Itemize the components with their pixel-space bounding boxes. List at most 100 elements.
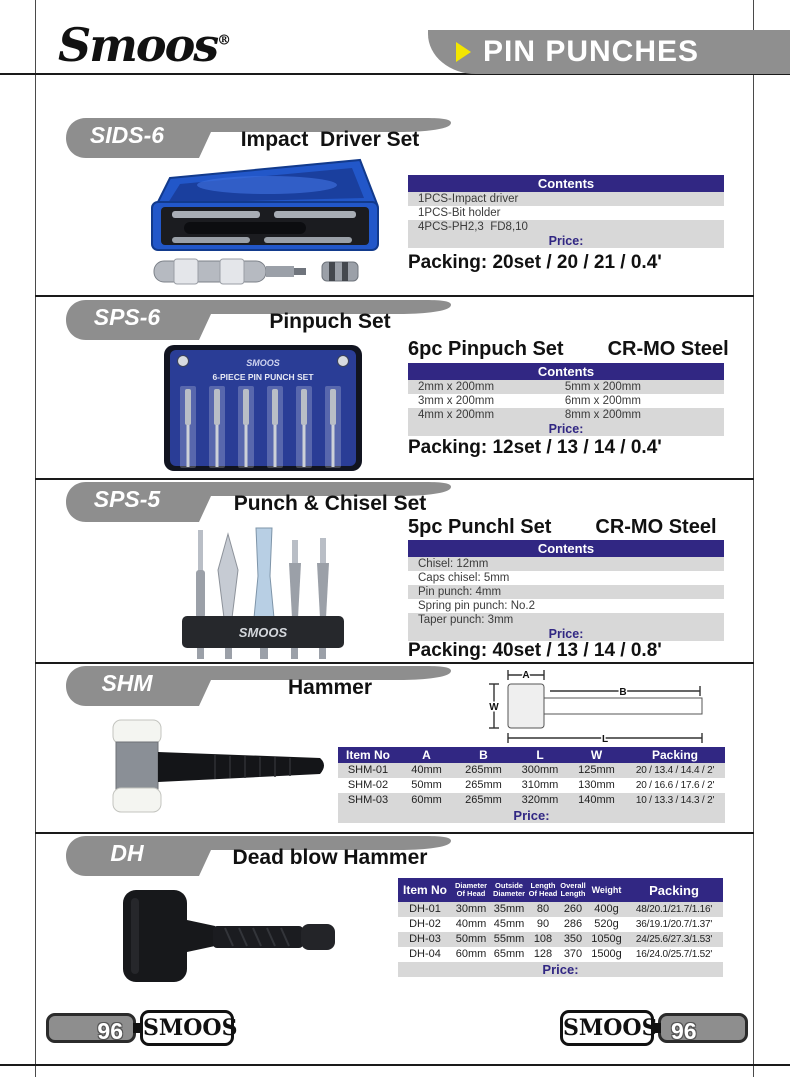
column-header-line2: Diameter <box>492 889 526 898</box>
contents-row: 1PCS-Impact driver <box>408 192 724 206</box>
contents-header: Contents <box>408 540 724 557</box>
pouch-brand-text: SMOOS <box>246 358 280 368</box>
contents-row: 2mm x 200mm 5mm x 200mm <box>408 380 724 394</box>
section-code: SIDS-6 <box>89 122 165 148</box>
column-header: Length <box>530 881 556 890</box>
head-length: 108 <box>533 933 553 945</box>
footer-rule <box>0 1064 790 1066</box>
product-image-pin-punch-pouch: SMOOS 6-PIECE PIN PUNCH SET <box>164 345 362 471</box>
overall-length: 350 <box>563 933 583 945</box>
dim-label-a: A <box>522 670 529 681</box>
section-code: DH <box>110 840 144 866</box>
packing-info: Packing: 12set / 13 / 14 / 0.4' <box>408 437 662 458</box>
section-title: Punch & Chisel Set <box>233 492 427 515</box>
holder-brand-text: SMOOS <box>239 625 288 640</box>
column-header: Item No <box>345 747 390 762</box>
footer-left-mark: 96 SMOOS <box>46 1010 237 1046</box>
product-image-dead-blow-hammer <box>123 890 335 982</box>
section-badge-sids6: SIDS-6 Impact Driver Set <box>66 118 464 158</box>
column-header: Outside <box>495 881 523 890</box>
contents-header: Contents <box>408 175 724 192</box>
registered-mark: ® <box>217 32 232 49</box>
item-no: SHM-02 <box>347 779 389 791</box>
column-header: Weight <box>591 884 622 895</box>
contents-table-sps6: Contents 2mm x 200mm 5mm x 200mm 3mm x 2… <box>408 363 724 436</box>
head-diameter: 40mm <box>455 918 487 930</box>
dim-w: 130mm <box>578 779 615 791</box>
dim-w: 140mm <box>578 794 615 806</box>
badge-swoosh-shape <box>66 836 451 876</box>
outside-diameter: 65mm <box>493 948 525 960</box>
dim-label-w: W <box>489 702 499 713</box>
price-row: Price: <box>338 808 725 823</box>
table-header-row: Item No Diameter Of Head Outside Diameter … <box>398 878 723 902</box>
product-image-nylon-hammer <box>112 719 324 813</box>
spec-table-shm: Item No A B L W Packing SHM-01 40mm 265m… <box>338 747 725 823</box>
arrow-icon <box>456 42 471 62</box>
contents-row: Caps chisel: 5mm <box>418 572 510 584</box>
head-length: 128 <box>533 948 553 960</box>
table-row: SHM-02 50mm 265mm 310mm 130mm 20 / 16.6 … <box>338 778 725 793</box>
section-divider <box>35 478 754 480</box>
hammer-dimension-diagram: A B W L <box>488 669 703 746</box>
dim-b: 265mm <box>465 779 502 791</box>
section-code: SPS-6 <box>93 304 161 330</box>
overall-length: 260 <box>563 903 583 915</box>
contents-table-sids6: Contents 1PCS-Impact driver 1PCS-Bit hol… <box>408 175 724 248</box>
item-no: SHM-03 <box>347 794 389 806</box>
item-no: DH-02 <box>409 918 441 930</box>
contents-header: Contents <box>408 363 724 380</box>
contents-row: Pin punch: 4mm <box>408 585 724 599</box>
header-rule <box>0 73 790 75</box>
column-header: Diameter <box>454 881 488 890</box>
dim-b: 265mm <box>465 764 502 776</box>
price-row: Price: <box>408 627 724 641</box>
right-frame-line <box>753 0 754 1077</box>
product-name: 5pc Punchl Set <box>408 516 552 538</box>
section-title: Hammer <box>287 676 373 699</box>
contents-cell: 6mm x 200mm <box>564 395 641 407</box>
item-no: DH-03 <box>409 933 441 945</box>
section-badge-dh: DH Dead blow Hammer <box>66 836 464 876</box>
packing-info: Packing: 40set / 13 / 14 / 0.8' <box>408 640 662 661</box>
footer-right-mark: SMOOS 96 <box>560 1010 748 1046</box>
dim-w: 125mm <box>578 764 615 776</box>
contents-row: 4PCS-PH2,3 FD8,10 <box>408 220 724 234</box>
badge-swoosh-shape <box>66 118 451 158</box>
spec-table-dh: Item No Diameter Of Head Outside Diameter … <box>398 878 723 977</box>
badge-swoosh-shape <box>66 666 451 706</box>
section-badge-sps6: SPS-6 Pinpuch Set <box>66 300 464 340</box>
column-header: B <box>479 747 488 762</box>
packing-value: 16/24.0/25.7/1.52' <box>635 949 713 960</box>
dim-l: 310mm <box>521 779 559 791</box>
left-frame-line <box>35 0 36 1077</box>
section-badge-shm: SHM Hammer <box>66 666 464 706</box>
column-header: Packing <box>649 882 699 898</box>
table-row: DH-02 40mm 45mm 90 286 520g 36/19.1/20.7… <box>398 917 723 932</box>
weight: 520g <box>594 918 619 930</box>
page-number: 96 <box>46 1013 136 1044</box>
brand-logo: Smoos® <box>58 18 231 72</box>
price-row: Price: <box>408 234 724 248</box>
section-code: SPS-5 <box>93 486 161 512</box>
steel-grade: CR-MO Steel <box>595 516 717 538</box>
contents-cell: 5mm x 200mm <box>564 381 641 393</box>
contents-row: 3mm x 200mm 6mm x 200mm <box>408 394 724 408</box>
overall-length: 286 <box>563 918 583 930</box>
column-header: Packing <box>651 747 699 762</box>
dim-a: 40mm <box>411 764 442 776</box>
footer-brand: SMOOS <box>560 1010 657 1046</box>
column-header: L <box>536 747 544 762</box>
contents-cell: 4mm x 200mm <box>418 409 495 421</box>
column-header-line2: Length <box>560 889 586 898</box>
packing-value: 20 / 13.4 / 14.4 / 2' <box>635 765 715 776</box>
page-number: 96 <box>658 1013 748 1044</box>
dim-label-l: L <box>602 734 608 745</box>
column-header: W <box>590 747 603 762</box>
product-subtitle: 6pc Pinpuch Set CR-MO Steel <box>408 338 729 361</box>
contents-cell: 8mm x 200mm <box>564 409 641 421</box>
weight: 400g <box>594 903 619 915</box>
contents-table-sps5: Contents Chisel: 12mm Caps chisel: 5mm P… <box>408 540 724 641</box>
section-divider <box>35 662 754 664</box>
